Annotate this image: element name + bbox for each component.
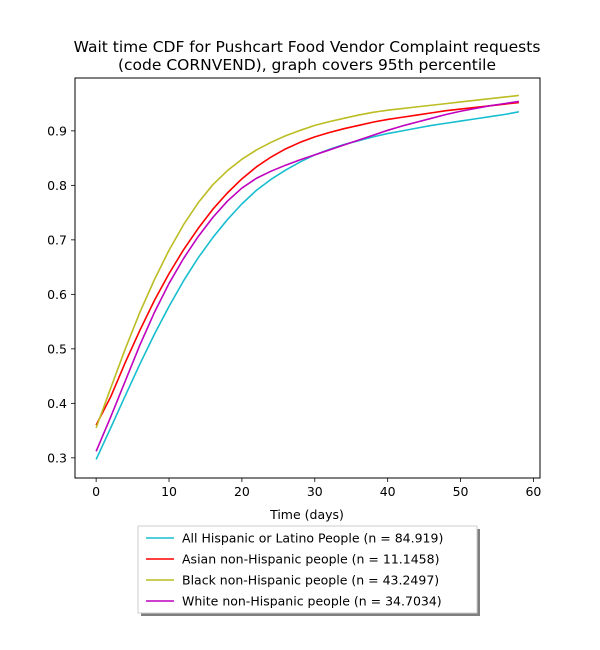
legend-label: Black non-Hispanic people (n = 43.2497) [182, 573, 439, 588]
y-tick-label: 0.8 [47, 178, 67, 193]
x-tick-label: 10 [161, 484, 177, 499]
legend-label: White non-Hispanic people (n = 34.7034) [182, 594, 442, 609]
chart-title: Wait time CDF for Pushcart Food Vendor C… [74, 38, 541, 56]
x-tick-label: 30 [307, 484, 323, 499]
legend: All Hispanic or Latino People (n = 84.91… [137, 525, 480, 616]
y-tick-label: 0.4 [47, 396, 67, 411]
y-tick-label: 0.7 [47, 232, 67, 247]
x-axis-label: Time (days) [269, 507, 344, 522]
series-line-4 [95, 100, 519, 452]
series-line-2 [95, 101, 519, 426]
x-tick-label: 0 [92, 484, 100, 499]
legend-label: All Hispanic or Latino People (n = 84.91… [182, 531, 443, 546]
x-axis-ticks: 0 10 20 30 40 50 60 [92, 478, 541, 499]
x-tick-label: 20 [234, 484, 250, 499]
y-tick-label: 0.6 [47, 287, 67, 302]
x-tick-label: 40 [380, 484, 396, 499]
legend-box [137, 525, 478, 614]
legend-label: Asian non-Hispanic people (n = 11.1458) [182, 552, 439, 567]
y-tick-label: 0.3 [47, 450, 67, 465]
series-line-1 [95, 111, 520, 460]
x-tick-label: 50 [453, 484, 469, 499]
y-tick-label: 0.9 [47, 123, 67, 138]
plot-frame [74, 77, 541, 479]
series-line-3 [95, 94, 519, 429]
y-tick-label: 0.5 [47, 341, 67, 356]
y-axis-ticks: 0.3 0.4 0.5 0.6 0.7 0.8 0.9 [47, 123, 75, 465]
plot-area [95, 94, 520, 460]
x-tick-label: 60 [525, 484, 541, 499]
chart-subtitle: (code CORNVEND), graph covers 95th perce… [118, 56, 496, 74]
